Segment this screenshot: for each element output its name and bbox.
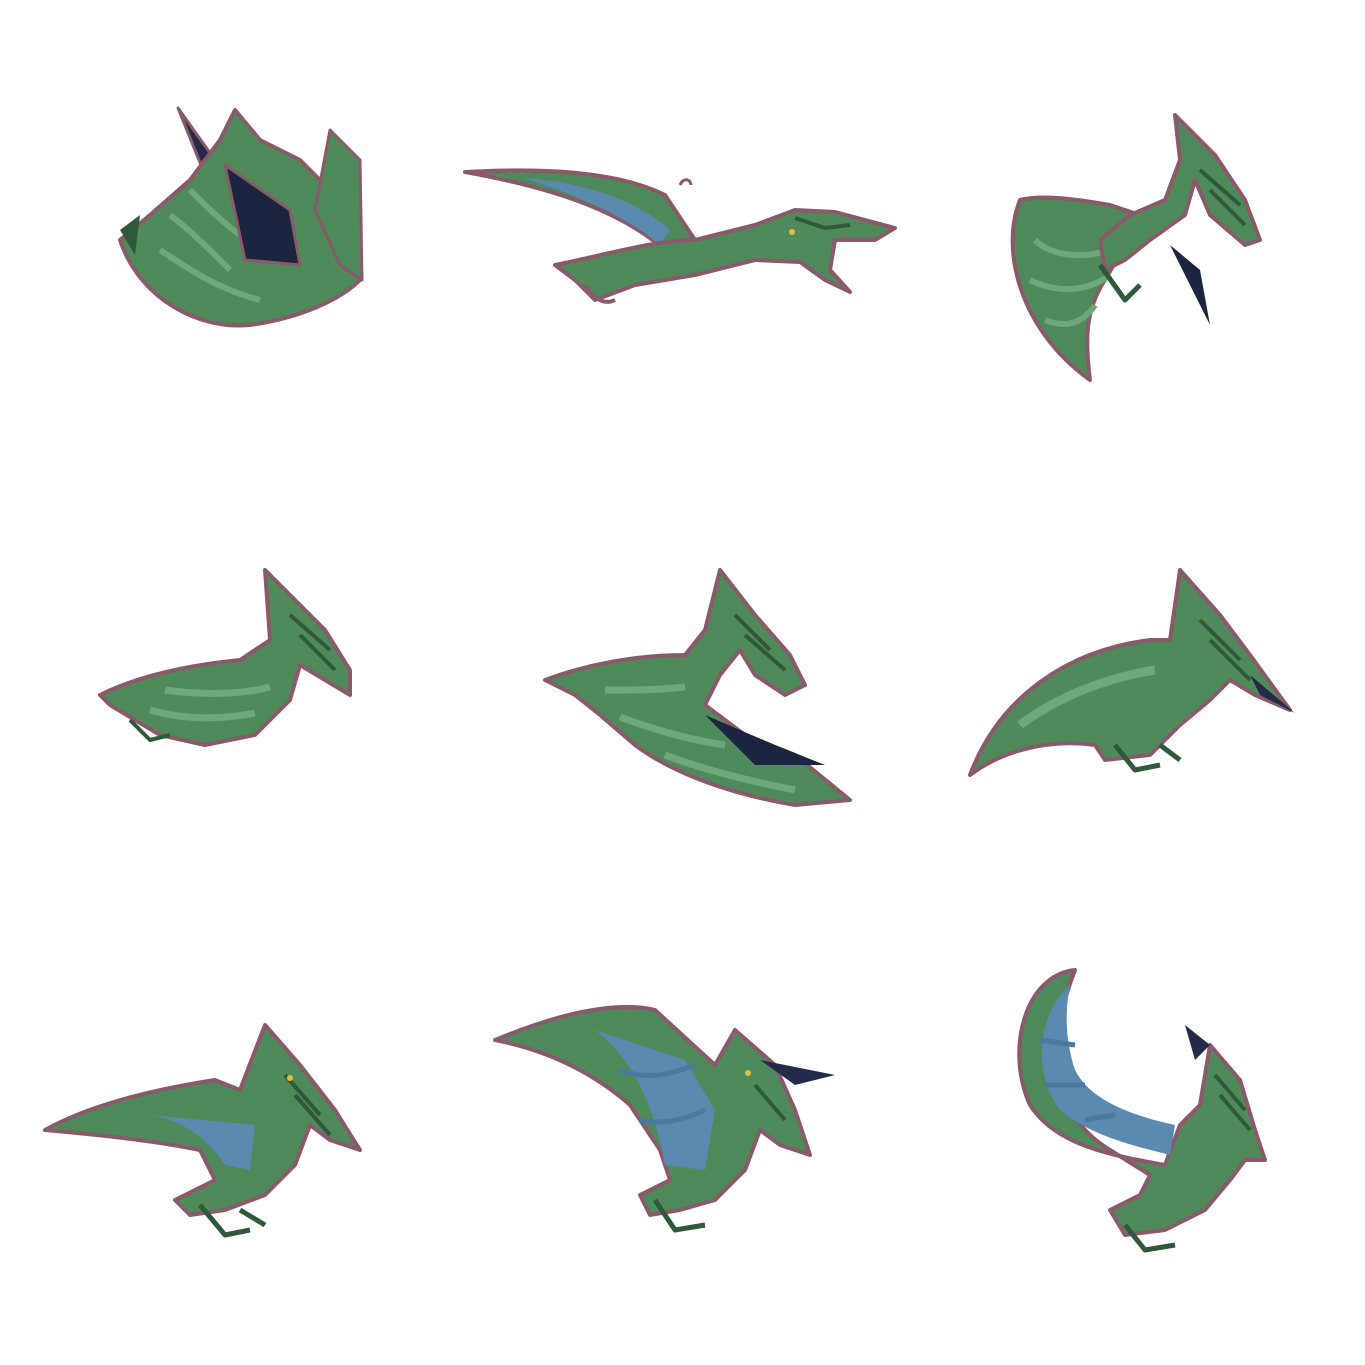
- sprite-frame-wing-fold-back: [910, 0, 1365, 455]
- pterodactyl-sprite: [463, 168, 897, 304]
- pterodactyl-sprite: [118, 106, 364, 328]
- pterodactyl-sprite: [968, 568, 1295, 777]
- sprite-frame-tumble-2: [455, 455, 910, 910]
- pterodactyl-sprite: [543, 568, 852, 807]
- sprite-frame-tumble-1: [0, 0, 455, 455]
- sprite-frame-dive: [0, 455, 455, 910]
- sprite-frame-wing-forward: [910, 455, 1365, 910]
- pterodactyl-sprite: [98, 568, 352, 747]
- sprite-frame-glide: [455, 0, 910, 455]
- pterodactyl-sprite: [1017, 968, 1267, 1253]
- pterodactyl-sprite: [43, 1023, 362, 1238]
- sprite-frame-flap-up: [910, 910, 1365, 1365]
- pterodactyl-sprite: [493, 1004, 835, 1233]
- sprite-frame-flap-down: [0, 910, 455, 1365]
- pterodactyl-sprite: [1010, 113, 1262, 382]
- sprite-frame-flap-mid: [455, 910, 910, 1365]
